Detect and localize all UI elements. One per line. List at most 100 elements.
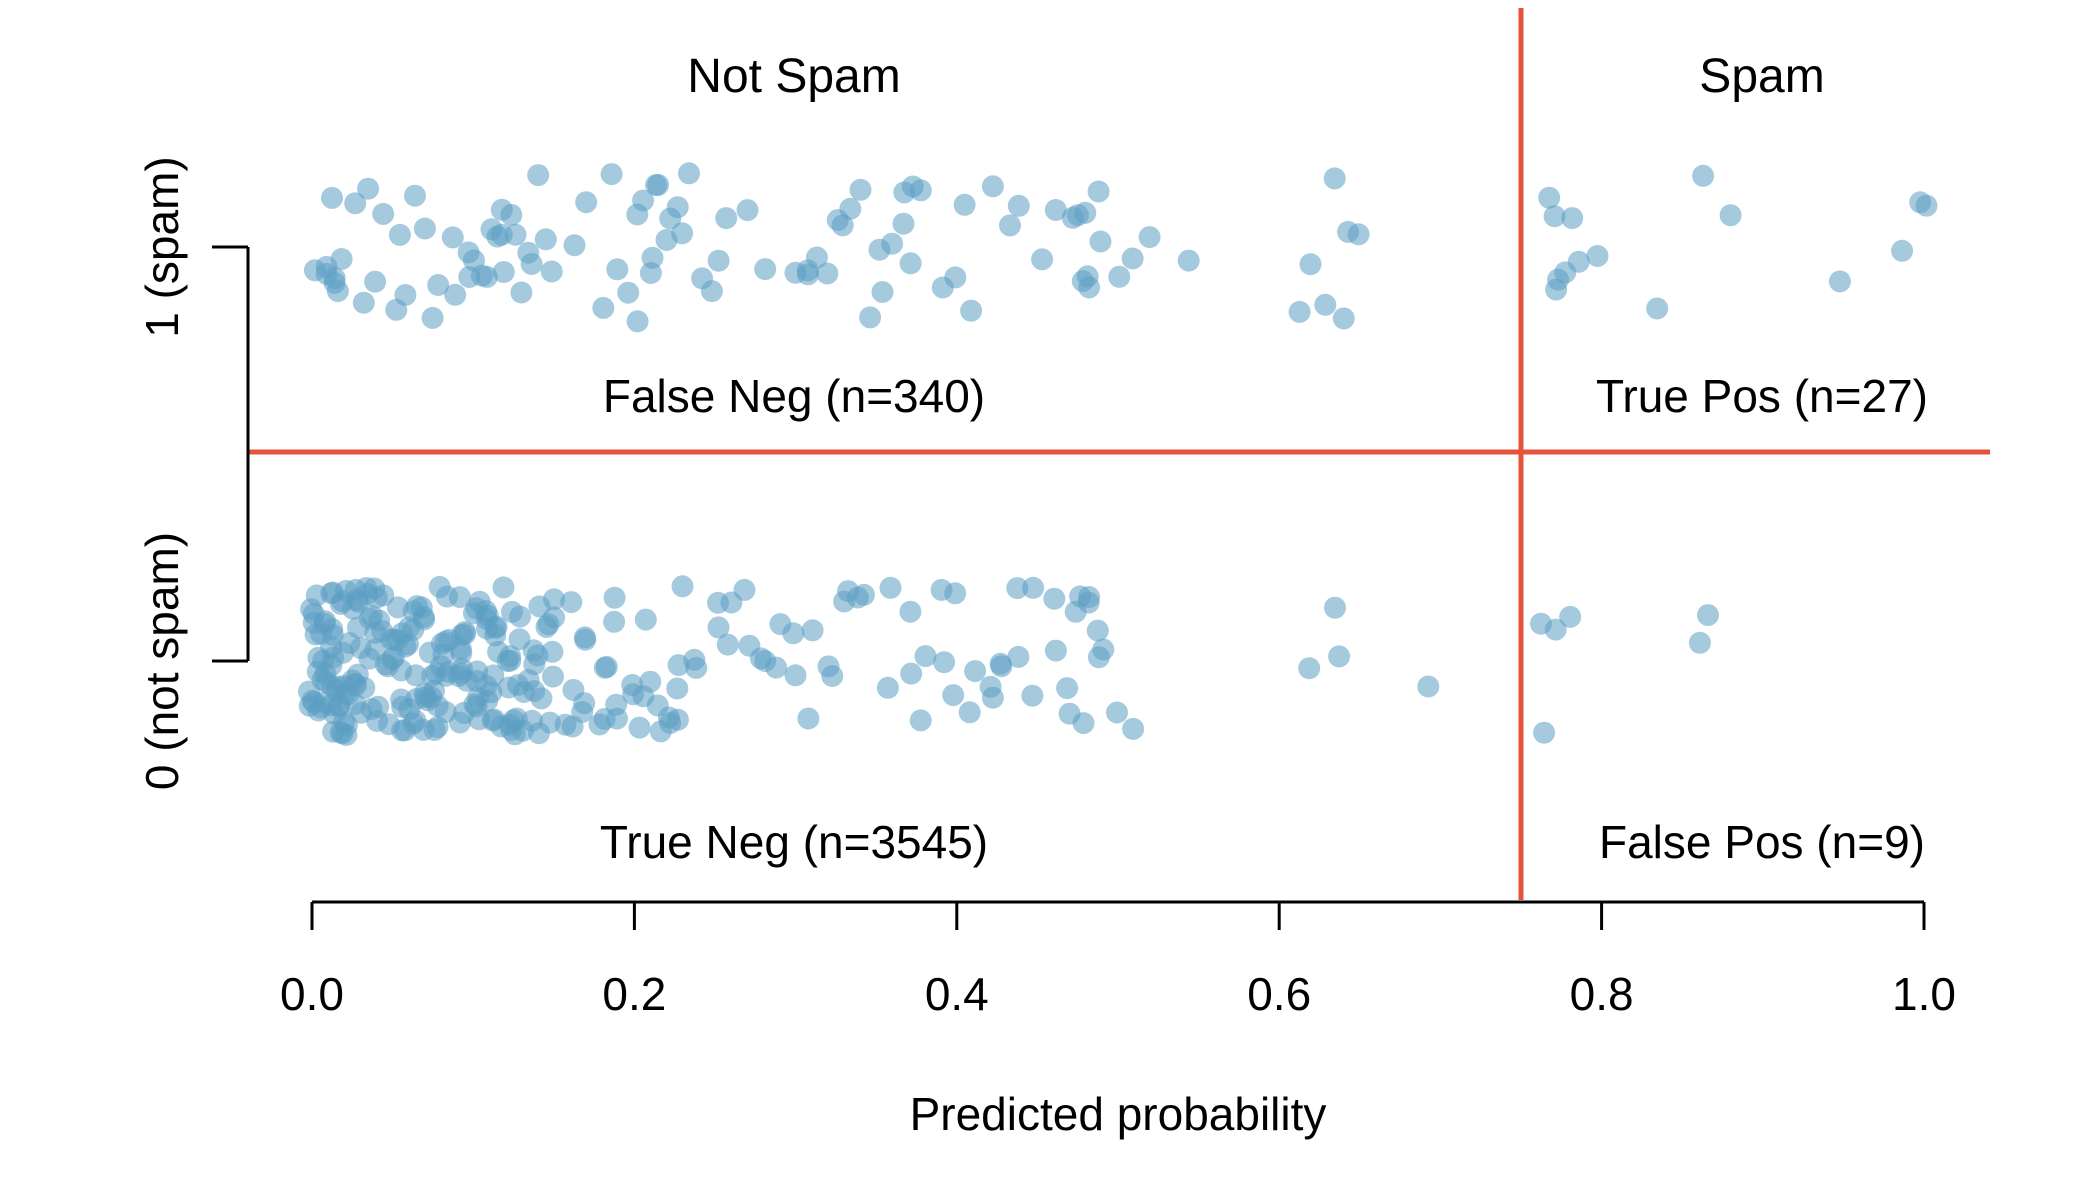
data-point	[1324, 596, 1346, 619]
data-point	[944, 582, 967, 605]
data-point	[852, 583, 875, 606]
data-point	[817, 655, 840, 678]
region-title-spam: Spam	[1699, 50, 1824, 103]
data-point	[1021, 684, 1044, 707]
data-point	[1078, 586, 1101, 608]
x-tick-label: 1.0	[1892, 968, 1956, 1020]
data-point	[372, 202, 395, 225]
data-point	[560, 591, 583, 614]
data-point	[666, 708, 689, 731]
data-point	[606, 258, 629, 281]
data-point	[797, 263, 819, 286]
data-point	[1586, 245, 1609, 267]
data-point	[805, 246, 828, 269]
data-point	[1328, 645, 1351, 668]
data-point	[605, 693, 628, 716]
data-point	[765, 656, 788, 679]
x-axis-title: Predicted probability	[910, 1088, 1327, 1140]
data-point	[881, 232, 904, 255]
data-point	[1108, 265, 1131, 288]
data-point	[678, 162, 700, 185]
data-point	[1545, 278, 1568, 301]
data-point	[1056, 677, 1079, 700]
data-point	[685, 656, 708, 679]
data-point	[1828, 270, 1851, 293]
data-point	[448, 586, 471, 609]
data-point	[484, 624, 507, 647]
data-point	[530, 687, 553, 710]
data-point	[1007, 194, 1030, 217]
data-point	[500, 203, 523, 226]
data-point	[1538, 186, 1561, 209]
data-point	[666, 677, 689, 700]
data-point	[944, 266, 967, 289]
data-point	[450, 642, 473, 665]
data-point	[666, 196, 689, 219]
data-point	[353, 676, 376, 699]
data-point	[909, 179, 932, 202]
data-point	[1646, 297, 1669, 320]
data-point	[671, 222, 694, 245]
data-point	[879, 576, 902, 599]
region-title-not-spam: Not Spam	[687, 50, 900, 103]
data-point	[849, 178, 872, 201]
data-point	[441, 226, 464, 249]
points-layer	[298, 162, 1938, 746]
data-point	[326, 280, 349, 303]
data-point	[404, 664, 427, 687]
data-point	[603, 610, 626, 633]
data-point	[394, 284, 417, 306]
data-point	[492, 261, 515, 283]
y-tick-label-not-spam: 0 (not spam)	[136, 532, 188, 790]
data-point	[1719, 204, 1742, 227]
data-point	[892, 212, 915, 235]
data-point	[736, 199, 759, 222]
data-point	[634, 608, 657, 631]
data-point	[914, 645, 937, 668]
data-point	[492, 576, 515, 599]
data-point	[632, 189, 655, 212]
data-point	[427, 274, 450, 296]
data-point	[574, 628, 597, 651]
data-point	[1332, 307, 1355, 330]
data-point	[716, 633, 739, 656]
data-point	[600, 163, 623, 186]
data-point	[367, 695, 390, 718]
data-point	[509, 605, 531, 628]
data-point	[639, 670, 662, 693]
data-point	[357, 177, 380, 200]
data-point	[1006, 577, 1029, 600]
data-point	[413, 217, 436, 240]
data-point	[1688, 631, 1711, 654]
data-point	[541, 640, 564, 663]
data-point	[404, 184, 426, 207]
data-point	[942, 684, 965, 707]
data-point	[1323, 167, 1346, 190]
data-point	[603, 586, 626, 609]
data-point	[784, 664, 807, 687]
data-point	[1092, 638, 1115, 661]
data-point	[715, 207, 738, 230]
y-axis: 1 (spam) 0 (not spam)	[136, 156, 250, 790]
data-point	[1544, 618, 1567, 641]
data-point	[563, 234, 586, 257]
data-point	[1044, 639, 1067, 662]
data-point	[797, 707, 820, 730]
data-point	[645, 174, 667, 197]
data-point	[1347, 223, 1370, 246]
data-point	[839, 197, 862, 220]
data-point	[534, 228, 557, 251]
data-point	[831, 214, 854, 237]
data-point	[964, 660, 987, 683]
x-tick-label: 0.8	[1570, 968, 1634, 1020]
data-point	[981, 686, 1004, 709]
region-label-true-pos: True Pos (n=27)	[1596, 370, 1928, 422]
data-point	[527, 164, 550, 187]
data-point	[1543, 205, 1566, 228]
data-point	[1086, 619, 1109, 642]
data-point	[909, 709, 932, 732]
data-point	[504, 223, 527, 246]
data-point	[801, 619, 824, 642]
data-point	[626, 310, 649, 333]
region-label-false-pos: False Pos (n=9)	[1599, 816, 1925, 868]
